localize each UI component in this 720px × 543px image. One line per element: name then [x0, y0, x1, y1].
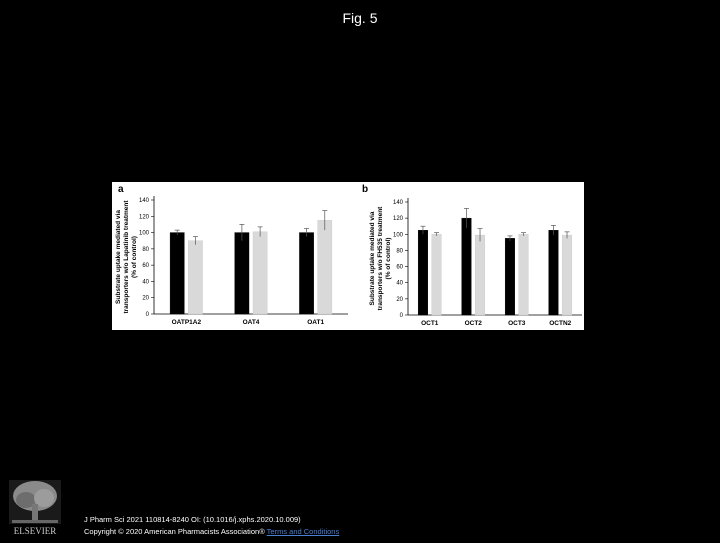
- y-tick-label: 60: [142, 263, 149, 269]
- y-tick-label: 140: [393, 200, 404, 206]
- y-tick-label: 80: [396, 248, 403, 254]
- y-tick-label: 20: [396, 297, 403, 303]
- y-tick-label: 80: [142, 247, 149, 253]
- y-tick-label: 120: [139, 214, 150, 220]
- citation-text: J Pharm Sci 2021 110814-8240 OI: (10.101…: [84, 515, 301, 524]
- category-label: OCT3: [508, 320, 526, 327]
- bar: [169, 232, 185, 315]
- category-label: OCT2: [465, 320, 483, 327]
- bar-charts: a 0 20 40 60 80 100 120 140 Substrate uptake medi…: [115, 184, 582, 327]
- bar: [431, 234, 442, 316]
- y-tick-label: 60: [396, 265, 403, 271]
- y-tick-label: 0: [400, 313, 404, 319]
- category-label: OAT4: [243, 319, 260, 326]
- bar: [317, 220, 333, 315]
- bar: [252, 231, 268, 315]
- category-label: OATP1A2: [172, 319, 202, 326]
- bar: [548, 230, 559, 316]
- category-label: OAT1: [307, 319, 324, 326]
- category-label: OCTN2: [549, 320, 571, 327]
- y-tick-label: 20: [142, 296, 149, 302]
- bar: [299, 232, 314, 315]
- y-axis-label: (% of control): [385, 238, 392, 280]
- elsevier-wordmark: ELSEVIER: [14, 526, 57, 536]
- elsevier-logo: ELSEVIER: [6, 478, 64, 538]
- bar: [504, 238, 515, 316]
- figure-title: Fig. 5: [342, 10, 378, 26]
- bar: [518, 234, 529, 316]
- y-axis-label: Substrate uptake mediated via: [369, 211, 376, 305]
- y-tick-label: 40: [396, 281, 403, 287]
- terms-and-conditions-link[interactable]: Terms and Conditions: [266, 527, 340, 536]
- footer: J Pharm Sci 2021 110814-8240 OI: (10.101…: [84, 514, 339, 538]
- elsevier-tree-icon: ELSEVIER: [9, 480, 61, 536]
- figure-panel: a 0 20 40 60 80 100 120 140 Substrate uptake medi…: [112, 182, 584, 330]
- bar: [234, 232, 250, 315]
- y-tick-label: 0: [146, 312, 150, 318]
- y-axis-label: (% of control): [131, 236, 138, 278]
- y-tick-label: 120: [393, 216, 404, 222]
- copyright-text: Copyright © 2020 American Pharmacists As…: [84, 527, 267, 536]
- panel-label: b: [362, 184, 368, 195]
- bar: [562, 234, 573, 316]
- bar: [417, 230, 428, 316]
- bar: [188, 240, 203, 315]
- category-label: OCT1: [421, 320, 439, 327]
- bar: [461, 217, 472, 316]
- y-tick-label: 100: [393, 232, 404, 238]
- y-tick-label: 140: [139, 198, 150, 204]
- panel-label: a: [118, 184, 124, 195]
- y-tick-label: 100: [139, 231, 150, 237]
- y-axis-label: transporters w/o Lapatinib treatment: [123, 200, 130, 314]
- bar: [475, 234, 486, 316]
- y-axis-label: transporters w/o FH535 treatment: [377, 206, 384, 311]
- copyright-line: Copyright © 2020 American Pharmacists As…: [84, 526, 339, 538]
- y-tick-label: 40: [142, 279, 149, 285]
- y-axis-label: Substrate uptake mediated via: [115, 210, 122, 304]
